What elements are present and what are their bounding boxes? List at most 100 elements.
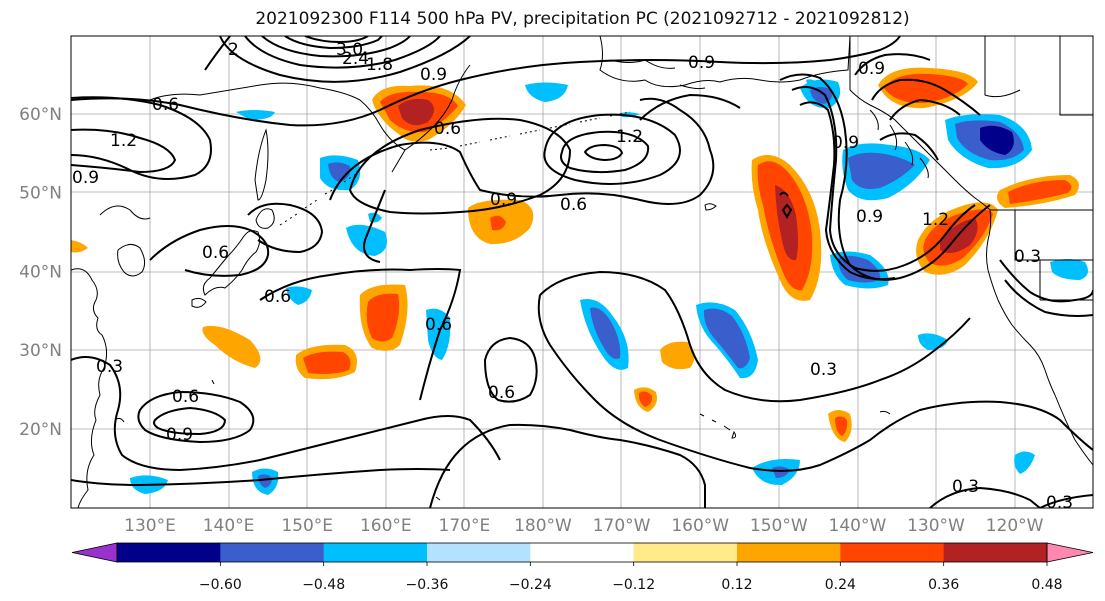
- colorbar-segment: [633, 543, 738, 562]
- precip-region: [1050, 259, 1089, 280]
- contour-label: 0.9: [72, 168, 99, 188]
- latitude-labels: 60°N 50°N 40°N 30°N 20°N: [19, 105, 62, 440]
- colorbar-segment: [840, 543, 945, 562]
- colorbar-tick-label: −0.48: [302, 577, 345, 593]
- contour-label: 0.6: [264, 287, 291, 307]
- longitude-label: 170°E: [439, 516, 491, 536]
- colorbar-tick-label: −0.24: [509, 577, 552, 593]
- precip-region: [236, 110, 275, 120]
- precip-region: [772, 466, 790, 478]
- colorbar-outline: [116, 542, 1048, 563]
- latitude-label: 20°N: [19, 420, 62, 440]
- contour-label: 0.6: [488, 383, 515, 403]
- precip-region: [703, 308, 750, 369]
- colorbar-extend-high: [1046, 542, 1094, 563]
- contour-label: 1.8: [366, 55, 393, 75]
- contour-label: 0.9: [856, 207, 883, 227]
- contour-label: 0.6: [434, 119, 461, 139]
- contour-label: 1.2: [616, 127, 643, 147]
- contour-label: 0.9: [688, 53, 715, 73]
- precip-region: [660, 341, 695, 370]
- contour-label: 1.2: [922, 210, 949, 230]
- precip-region: [638, 391, 653, 407]
- precip-region: [525, 82, 568, 102]
- contour-label: 3.0: [336, 40, 363, 60]
- colorbar-tick-label: −0.36: [406, 577, 449, 593]
- contour-label: 0.9: [832, 133, 859, 153]
- contour-label: 0.6: [560, 195, 587, 215]
- colorbar-tick-label: 0.12: [721, 577, 752, 593]
- contour-label: 0.9: [858, 59, 885, 79]
- colorbar-tick-label: −0.12: [612, 577, 655, 593]
- contour-label: 0.9: [166, 425, 193, 445]
- precip-region: [590, 307, 621, 359]
- precipitation-shading: [71, 67, 1089, 495]
- contour-label: 0.3: [810, 360, 837, 380]
- longitude-label: 140°W: [829, 516, 887, 536]
- contour-label: 0.6: [152, 95, 179, 115]
- contour-label: 0.6: [425, 315, 452, 335]
- map-frame: [70, 35, 1094, 509]
- colorbar-tick-label: −0.60: [199, 577, 242, 593]
- contour-label: 0.3: [952, 477, 979, 497]
- contour-label: 2.4: [342, 49, 369, 69]
- precip-region: [835, 416, 848, 436]
- contour-label: 2: [228, 40, 239, 60]
- contour-label: 0.6: [172, 387, 199, 407]
- longitude-label: 150°E: [281, 516, 333, 536]
- latitude-label: 60°N: [19, 105, 62, 125]
- colorbar-segment: [427, 543, 531, 562]
- latitude-label: 50°N: [19, 184, 62, 204]
- contour-label: 0.3: [1014, 247, 1041, 267]
- colorbar-segment: [323, 543, 428, 562]
- longitude-label: 140°E: [203, 516, 255, 536]
- colorbar-segment: [530, 543, 635, 562]
- contour-label: 0.3: [96, 357, 123, 377]
- longitude-label: 120°W: [986, 516, 1044, 536]
- precip-region: [848, 152, 915, 189]
- colorbar-tick-label: 0.36: [928, 577, 959, 593]
- longitude-label: 130°W: [907, 516, 965, 536]
- precip-region: [490, 215, 506, 231]
- contour-label: 0.9: [420, 65, 447, 85]
- precip-region: [202, 325, 261, 368]
- colorbar-tick-label: 0.24: [825, 577, 856, 593]
- longitude-label: 160°W: [671, 516, 729, 536]
- precip-region: [806, 79, 815, 84]
- precip-region: [1008, 180, 1072, 204]
- latitude-label: 40°N: [19, 262, 62, 282]
- colorbar-segment: [943, 543, 1048, 562]
- colorbar-segment: [737, 543, 841, 562]
- longitude-label: 160°E: [360, 516, 412, 536]
- longitude-label: 150°W: [750, 516, 808, 536]
- precip-region: [71, 240, 88, 253]
- colorbar-extend-low: [71, 542, 118, 563]
- precip-region: [286, 286, 312, 305]
- longitude-label: 170°W: [593, 516, 651, 536]
- colorbar: −0.60 −0.48 −0.36 −0.24 −0.12 0.12 0.24 0.36 0.4…: [71, 542, 1094, 593]
- contour-label: 1.2: [110, 131, 137, 151]
- colorbar-segment: [220, 543, 325, 562]
- pv-contours: [71, 36, 1093, 508]
- longitude-label: 130°E: [124, 516, 176, 536]
- colorbar-segment: [117, 543, 221, 562]
- contour-label: 0.9: [490, 190, 517, 210]
- precip-region: [258, 474, 272, 488]
- latitude-label: 30°N: [19, 341, 62, 361]
- longitude-labels: 130°E 140°E 150°E 160°E 170°E 180°W 170°W 160°W…: [124, 516, 1044, 536]
- longitude-label: 180°W: [514, 516, 572, 536]
- precip-region: [366, 293, 400, 342]
- precip-region: [346, 224, 388, 256]
- precip-region: [775, 185, 798, 261]
- chart-title: 2021092300 F114 500 hPa PV, precipitatio…: [255, 9, 910, 29]
- precip-region: [303, 351, 351, 374]
- contour-labels: 3.0 2.4 1.8 2 0.9 0.9 0.9 0.9 0.6 1.2 0.…: [72, 40, 1073, 513]
- contour-label: 0.6: [202, 243, 229, 263]
- precip-region: [398, 98, 434, 126]
- precip-region: [980, 125, 1014, 155]
- precip-region: [1014, 451, 1035, 474]
- contour-label: 0.3: [1046, 493, 1073, 513]
- colorbar-tick-label: 0.48: [1031, 577, 1062, 593]
- precip-region: [884, 73, 968, 104]
